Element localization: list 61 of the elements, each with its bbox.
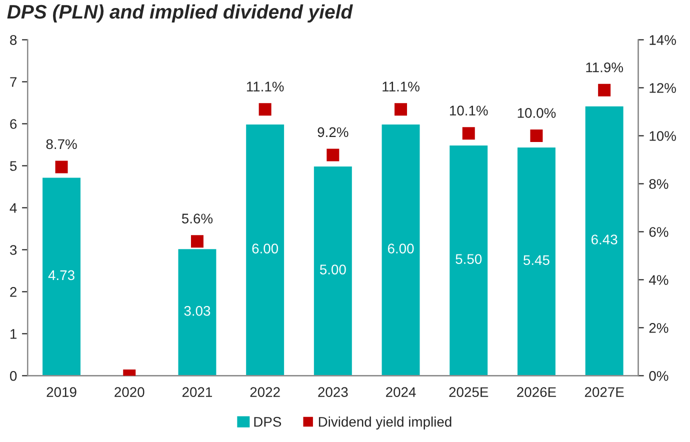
- y-tick-label: 4: [10, 203, 17, 213]
- x-tick-label: 2021: [182, 387, 212, 398]
- y-tick-label: 3: [10, 245, 17, 255]
- legend-label: DPS: [254, 416, 282, 427]
- y-tick-label: 1: [10, 329, 17, 339]
- y-tick-label: 8: [10, 35, 17, 45]
- x-tick-label: 2019: [46, 387, 76, 398]
- bar: [176, 248, 218, 376]
- data-label: 5.50: [456, 254, 482, 264]
- legend-label: Dividend yield implied: [318, 416, 452, 430]
- point: [326, 148, 340, 162]
- data-label: 11.1%: [382, 82, 420, 92]
- data-label: 6.00: [388, 244, 414, 254]
- y-tick-label: 0: [10, 371, 17, 381]
- bar: [448, 144, 489, 376]
- bar: [312, 165, 354, 376]
- data-label: 8.7%: [46, 139, 77, 150]
- point: [394, 103, 408, 116]
- y2-tick-label: 10%: [650, 131, 676, 141]
- data-label: 4.73: [48, 270, 74, 280]
- bar: [584, 105, 625, 376]
- x-tick-label: 2024: [386, 387, 416, 398]
- y-tick-label: 5: [10, 161, 17, 171]
- bar: [244, 123, 286, 376]
- data-label: 6.00: [252, 244, 278, 254]
- data-label: 11.9%: [586, 62, 624, 72]
- y-tick-label: 7: [10, 77, 16, 87]
- data-label: 3.03: [184, 306, 210, 316]
- data-label: 11.1%: [246, 82, 284, 92]
- bar: [41, 176, 82, 376]
- x-tick-label: 2022: [250, 387, 280, 398]
- y2-tick-label: 6%: [649, 227, 668, 237]
- point: [598, 84, 611, 96]
- data-label: 5.6%: [182, 214, 213, 224]
- point: [55, 160, 68, 174]
- x-tick-label: 2026E: [517, 387, 556, 398]
- point: [530, 130, 543, 142]
- y2-tick-label: 12%: [650, 83, 676, 93]
- data-label: 9.2%: [318, 127, 348, 138]
- bar: [380, 123, 422, 376]
- x-tick-label: 2023: [318, 387, 348, 398]
- y2-tick-label: 14%: [650, 35, 676, 45]
- data-label: 5.45: [524, 255, 550, 266]
- data-label: 5.00: [320, 264, 346, 274]
- point: [258, 103, 272, 116]
- x-tick-label: 2027E: [584, 387, 624, 398]
- data-label: 6.43: [592, 234, 618, 244]
- bar: [516, 146, 557, 376]
- y2-tick-label: 0%: [649, 371, 668, 381]
- x-tick-label: 2020: [114, 387, 144, 398]
- x-tick-label: 2025E: [449, 387, 488, 398]
- data-label: 10.1%: [450, 106, 488, 116]
- y-tick-label: 6: [10, 119, 17, 129]
- y2-tick-label: 8%: [649, 179, 668, 189]
- y2-tick-label: 4%: [648, 275, 668, 285]
- point: [462, 127, 475, 140]
- point: [190, 235, 204, 248]
- data-label: 10.0%: [518, 108, 556, 118]
- chart-title: DPS (PLN) and implied dividend yield: [7, 4, 353, 23]
- y2-tick-label: 2%: [649, 323, 668, 333]
- y-tick-label: 2: [10, 287, 16, 297]
